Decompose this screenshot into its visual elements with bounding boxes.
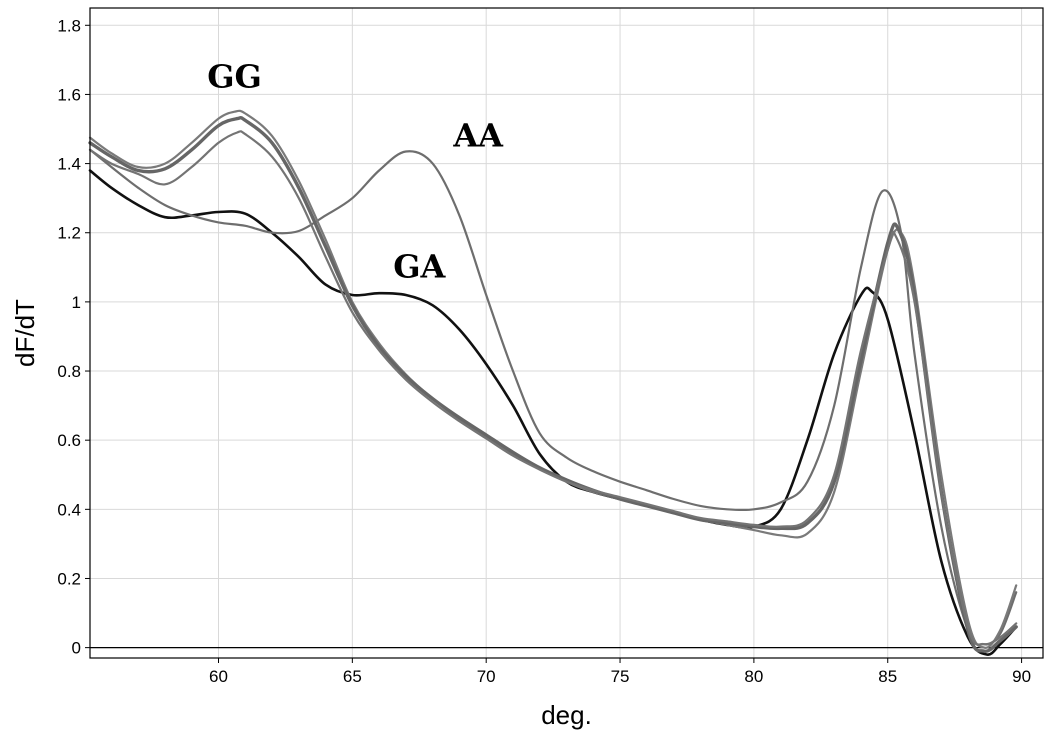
gridlines: [90, 8, 1043, 658]
x-axis-ticks: 60 65 70 75 80 85 90: [209, 658, 1031, 686]
y-tick-label: 0.4: [57, 500, 81, 519]
x-tick-label: 90: [1012, 667, 1031, 686]
series-line-3: [88, 109, 1018, 649]
x-tick-label: 75: [611, 667, 630, 686]
y-tick-label: 1.8: [57, 16, 81, 35]
y-axis-ticks: 0 0.2 0.4 0.6 0.8 1 1.2 1.4 1.6 1.8: [57, 16, 90, 658]
y-tick-label: 0: [72, 639, 81, 658]
series-lines: [88, 109, 1018, 656]
plot-frame: [89, 7, 1044, 659]
annotation-aa: AA: [452, 116, 504, 154]
series-line-5: [88, 130, 1018, 646]
y-tick-label: 1.2: [57, 224, 81, 243]
y-tick-label: 0.6: [57, 431, 81, 450]
x-tick-label: 65: [343, 667, 362, 686]
x-tick-label: 70: [477, 667, 496, 686]
series-line-1: [88, 169, 1018, 656]
y-tick-label: 1: [72, 293, 81, 312]
y-tick-label: 0.8: [57, 362, 81, 381]
y-tick-label: 0.2: [57, 569, 81, 588]
x-tick-label: 85: [878, 667, 897, 686]
x-axis-title: deg.: [541, 700, 592, 730]
y-tick-label: 1.6: [57, 85, 81, 104]
x-tick-label: 60: [209, 667, 228, 686]
annotation-gg: GG: [207, 58, 262, 96]
series-line-4: [88, 115, 1018, 653]
x-tick-label: 80: [744, 667, 763, 686]
y-axis-title: dF/dT: [10, 299, 40, 367]
series-line-2: [88, 148, 1018, 646]
y-tick-label: 1.4: [57, 155, 81, 174]
curve-annotations: GG AA GA: [207, 58, 504, 286]
annotation-ga: GA: [393, 248, 446, 286]
